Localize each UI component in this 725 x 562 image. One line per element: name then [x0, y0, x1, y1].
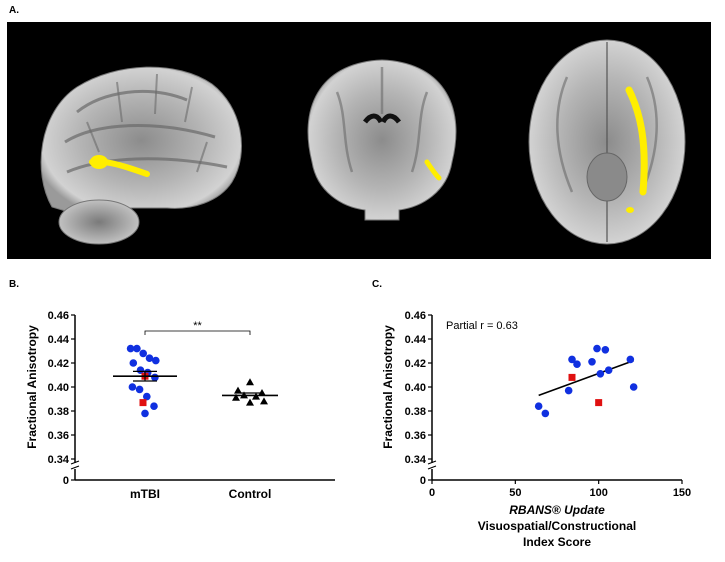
- data-point-mtbi: [141, 409, 149, 418]
- panel-a-label: A.: [9, 5, 19, 16]
- data-point-mtbi: [150, 402, 158, 410]
- data-point-mtbi: [136, 366, 145, 374]
- highlight-point-mtbi: [139, 399, 147, 407]
- data-point-control: [232, 393, 240, 401]
- y-tick-label: 0.40: [405, 382, 426, 394]
- brain-images-svg: [40, 39, 686, 245]
- x-tick-label: 150: [673, 487, 691, 499]
- brain-image-strip: [7, 22, 711, 259]
- significance-marker: **: [193, 320, 202, 332]
- y-tick-label: 0.42: [48, 358, 69, 370]
- panel-c-svg: Fractional Anisotropy 0.46 0.44 0.42 0.40 0.…: [381, 310, 691, 549]
- data-point-mtbi: [143, 392, 151, 401]
- x-tick-label: 0: [429, 487, 435, 499]
- data-point: [629, 383, 638, 391]
- data-point-mtbi: [152, 356, 160, 365]
- data-point: [564, 386, 573, 395]
- data-point-mtbi: [133, 344, 141, 353]
- x-tick-label: 50: [509, 487, 521, 499]
- y-tick-label: 0.34: [48, 454, 70, 466]
- panel-b-svg: Fractional Anisotropy 0.46 0.44 0.42 0.40 0.…: [25, 310, 335, 501]
- y-tick-label: 0.46: [405, 310, 426, 322]
- axis-break-marker: [427, 460, 437, 470]
- tract-highlight-coronal: [424, 159, 442, 181]
- data-point-mtbi: [139, 349, 147, 358]
- significance-bracket: [144, 330, 251, 335]
- data-point: [596, 370, 605, 378]
- data-point: [588, 358, 596, 366]
- data-point: [534, 402, 543, 410]
- y-tick-label: 0.38: [405, 406, 426, 418]
- data-point-control: [234, 386, 242, 394]
- data-point-mtbi: [129, 359, 138, 367]
- y-tick-label: 0.44: [405, 334, 427, 346]
- y-axis-label: Fractional Anisotropy: [25, 325, 39, 449]
- data-point: [568, 355, 576, 364]
- data-point-mtbi: [135, 385, 144, 394]
- panel-b-label: B.: [9, 279, 19, 290]
- y-tick-label: 0.42: [405, 358, 426, 370]
- x-axis-label-line2: Visuospatial/Constructional: [478, 519, 636, 533]
- y-tick-label: 0.40: [48, 382, 69, 394]
- data-point: [604, 366, 613, 374]
- coronal-brain-view: [307, 59, 457, 221]
- data-point: [541, 409, 550, 418]
- highlight-point: [568, 373, 576, 381]
- highlight-point: [595, 399, 603, 407]
- x-axis-label-line3: Index Score: [523, 535, 591, 549]
- axis-break-marker: [70, 460, 80, 470]
- data-point: [573, 360, 581, 368]
- data-point: [601, 346, 610, 354]
- data-point: [593, 344, 601, 353]
- y-axis-label: Fractional Anisotropy: [381, 325, 395, 449]
- y-tick-label: 0.36: [48, 430, 69, 442]
- data-point: [626, 355, 635, 364]
- panel-b-chart: Fractional Anisotropy 0.46 0.44 0.42 0.40 0.…: [20, 295, 355, 510]
- cerebellum-shape: [58, 199, 140, 245]
- y-tick-label: 0.44: [48, 334, 70, 346]
- panel-c-label: C.: [372, 279, 382, 290]
- data-point-control: [260, 397, 268, 405]
- data-point-control: [258, 389, 266, 396]
- data-point-mtbi: [126, 344, 135, 353]
- x-axis-label-line1: RBANS® Update: [509, 503, 605, 517]
- y-tick-label: 0.36: [405, 430, 426, 442]
- axial-brain-view: [528, 39, 686, 245]
- tract-highlight-axial: [625, 86, 648, 196]
- data-point-mtbi: [151, 373, 159, 382]
- data-point-mtbi: [128, 383, 137, 391]
- sagittal-brain-view: [40, 66, 243, 245]
- data-point-control: [246, 398, 254, 406]
- data-point-mtbi: [145, 354, 154, 362]
- y-tick-label: 0.46: [48, 310, 69, 322]
- data-point-control: [246, 378, 254, 386]
- x-tick-label: 100: [589, 487, 607, 499]
- panel-c-chart: Fractional Anisotropy 0.46 0.44 0.42 0.40 0.…: [380, 295, 715, 557]
- y-tick-label-zero: 0: [420, 475, 426, 487]
- category-label-mtbi: mTBI: [130, 487, 160, 501]
- y-tick-label-zero: 0: [63, 475, 69, 487]
- regression-line: [538, 359, 634, 397]
- partial-r-annotation: Partial r = 0.63: [446, 320, 518, 332]
- y-tick-label: 0.34: [405, 454, 427, 466]
- category-label-control: Control: [229, 487, 272, 501]
- y-tick-label: 0.38: [48, 406, 69, 418]
